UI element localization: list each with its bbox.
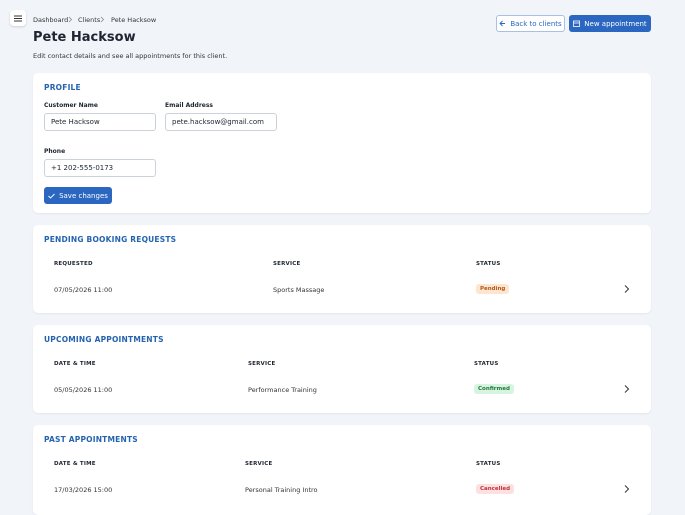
cell: 07/05/2026 11:00: [54, 286, 113, 294]
row-chevron[interactable]: [623, 384, 631, 394]
text-input[interactable]: Pete Hacksow: [44, 113, 156, 131]
cell: Performance Training: [248, 386, 317, 394]
column-header: DATE & TIME: [54, 361, 96, 367]
column-header: SERVICE: [248, 361, 276, 367]
column-header: STATUS: [476, 261, 501, 267]
breadcrumb-link[interactable]: Dashboard: [33, 16, 69, 24]
cell: 17/03/2026 15:00: [54, 486, 113, 494]
arrow-icon: [499, 20, 506, 27]
section-heading: PROFILE: [44, 83, 81, 92]
breadcrumb-current: Pete Hacksow: [111, 16, 157, 24]
cell: Personal Training Intro: [245, 486, 318, 494]
button-label: Save changes: [59, 191, 108, 200]
button-label: New appointment: [584, 19, 647, 28]
column-header: STATUS: [474, 361, 499, 367]
section-heading: PAST APPOINTMENTS: [44, 435, 138, 444]
calendar-icon: [573, 20, 581, 27]
row-chevron[interactable]: [623, 284, 631, 294]
column-header: STATUS: [476, 461, 501, 467]
breadcrumb-sep: [68, 16, 73, 23]
past-card: PAST APPOINTMENTS DATE & TIME SERVICE ST…: [33, 425, 651, 515]
status-badge: Pending: [476, 284, 510, 294]
menu-button[interactable]: [10, 10, 26, 26]
cell: Sports Massage: [273, 286, 325, 294]
menu-icon: [14, 15, 22, 21]
field-label: Phone: [44, 148, 66, 155]
new-appointment-button[interactable]: New appointment: [569, 15, 651, 32]
text-input[interactable]: pete.hacksow@gmail.com: [165, 113, 277, 131]
section-heading: PENDING BOOKING REQUESTS: [44, 235, 177, 244]
row-chevron[interactable]: [623, 484, 631, 494]
save-button[interactable]: Save changes: [44, 187, 112, 204]
page-subtitle: Edit contact details and see all appoint…: [33, 52, 228, 60]
page: {"breadcrumb":["Dashboard","Clients","Pe…: [10, 10, 651, 515]
pending-card: PENDING BOOKING REQUESTS REQUESTED SERVI…: [33, 225, 651, 313]
field-label: Email Address: [165, 102, 214, 109]
column-header: SERVICE: [273, 261, 301, 267]
breadcrumb-link[interactable]: Clients: [78, 16, 101, 24]
column-header: DATE & TIME: [54, 461, 96, 467]
upcoming-card: UPCOMING APPOINTMENTS DATE & TIME SERVIC…: [33, 325, 651, 413]
text-input[interactable]: +1 202-555-0173: [44, 159, 156, 177]
page-title: Pete Hacksow: [33, 30, 136, 45]
section-heading: UPCOMING APPOINTMENTS: [44, 335, 164, 344]
check-icon: [48, 193, 55, 199]
field-label: Customer Name: [44, 102, 98, 109]
profile-card: PROFILE Customer Name Pete Hacksow Email…: [33, 73, 651, 213]
column-header: SERVICE: [245, 461, 273, 467]
status-badge: Confirmed: [474, 384, 514, 394]
back-button[interactable]: Back to clients: [496, 15, 565, 32]
breadcrumb-sep: [100, 16, 105, 23]
status-badge: Cancelled: [476, 484, 515, 494]
cell: 05/05/2026 11:00: [54, 386, 113, 394]
button-label: Back to clients: [510, 19, 562, 28]
column-header: REQUESTED: [54, 261, 93, 267]
